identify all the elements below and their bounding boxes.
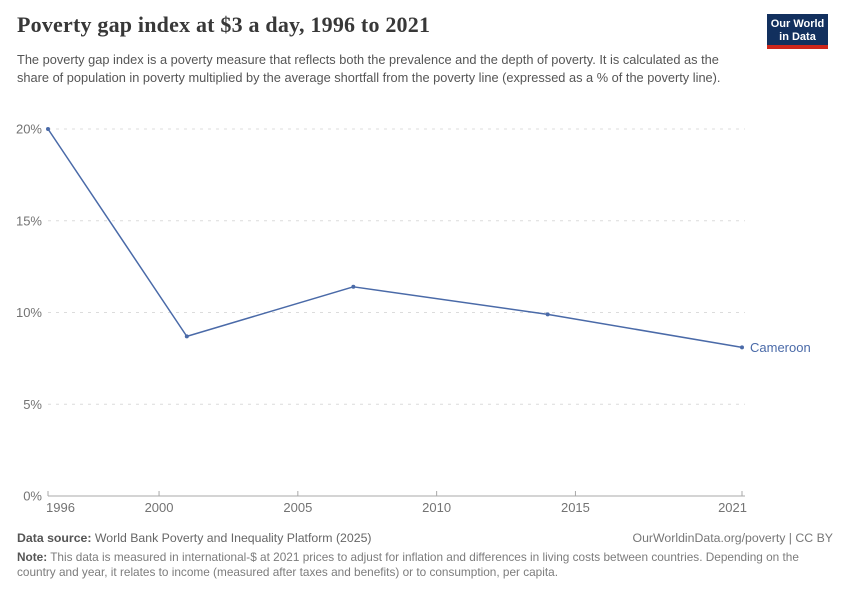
chart-footer: Data source: World Bank Poverty and Ineq…: [17, 531, 833, 579]
series-line-cameroon[interactable]: [47, 128, 743, 349]
y-axis-label-10: 10%: [16, 305, 42, 320]
data-point-2021[interactable]: [740, 345, 744, 350]
data-point-1996[interactable]: [46, 127, 50, 131]
x-axis-label-1996: 1996: [46, 500, 75, 515]
x-axis-label-2005: 2005: [283, 500, 312, 515]
y-axis-label-5: 5%: [23, 397, 42, 412]
x-axis-label-2015: 2015: [561, 500, 590, 515]
owid-logo[interactable]: Our World in Data: [767, 14, 828, 49]
data-source-value: World Bank Poverty and Inequality Platfo…: [91, 531, 372, 545]
owid-logo-text: Our World in Data: [770, 18, 825, 43]
chart-subtitle: The poverty gap index is a poverty measu…: [17, 52, 721, 85]
data-source: Data source: World Bank Poverty and Ineq…: [17, 531, 372, 545]
y-axis-label-0: 0%: [23, 489, 42, 504]
note-label: Note:: [17, 550, 48, 564]
x-axis-label-2000: 2000: [145, 500, 174, 515]
data-point-2001[interactable]: [184, 334, 189, 339]
series-end-label[interactable]: Cameroon: [750, 340, 811, 355]
data-source-label: Data source:: [17, 531, 92, 545]
line-chart[interactable]: 0% 5% 10% 15% 20% 1996 2000 2005 2010 2015 2021 Cam…: [0, 110, 850, 528]
x-axis-label-2010: 2010: [422, 500, 451, 515]
x-axis-label-2021: 2021: [718, 500, 747, 515]
credit-link[interactable]: OurWorldinData.org/poverty | CC BY: [632, 531, 833, 545]
y-axis-label-15: 15%: [16, 213, 42, 228]
data-point-2007[interactable]: [351, 284, 356, 289]
y-axis-label-20: 20%: [16, 122, 42, 137]
chart-note: Note: This data is measured in internati…: [17, 550, 817, 579]
owid-logo-red-bar: [767, 45, 828, 49]
chart-title: Poverty gap index at $3 a day, 1996 to 2…: [17, 12, 431, 37]
data-point-2014[interactable]: [545, 312, 550, 317]
note-text: This data is measured in international-$…: [17, 550, 799, 579]
